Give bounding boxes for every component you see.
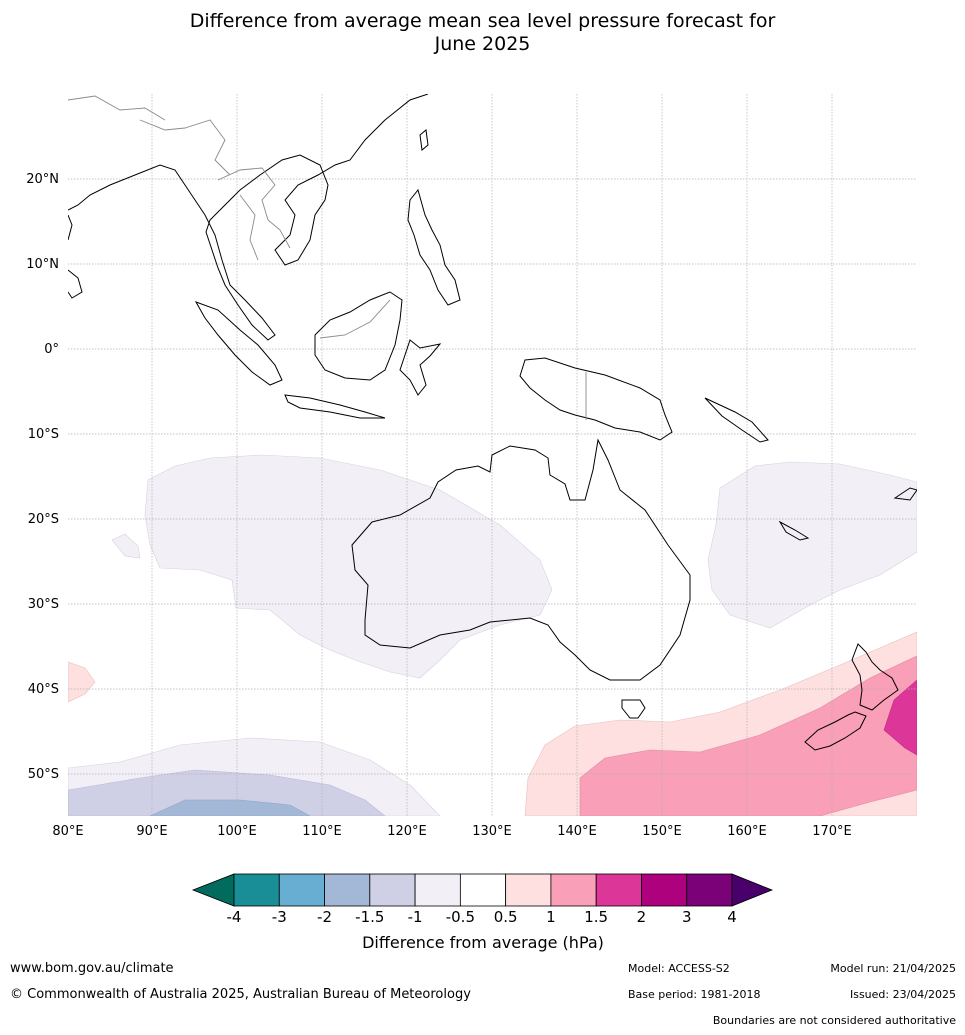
footer-disclaimer: Boundaries are not considered authoritat… bbox=[712, 1014, 956, 1027]
anomaly-positive-southeast-inner bbox=[883, 679, 917, 756]
colorbar-tick-label: 3 bbox=[682, 908, 692, 926]
lon-label-130e: 130°E bbox=[472, 824, 512, 839]
graticule bbox=[68, 94, 917, 816]
coast-taiwan bbox=[419, 129, 429, 151]
colorbar-swatch bbox=[459, 873, 507, 907]
lon-label-100e: 100°E bbox=[217, 824, 257, 839]
coast-australia bbox=[351, 438, 691, 681]
coast-india bbox=[68, 214, 73, 241]
coast-nz-south bbox=[804, 711, 867, 751]
anomaly-positive-west-edge bbox=[68, 661, 96, 703]
colorbar-tick-label: -1 bbox=[408, 908, 423, 926]
title-line-1: Difference from average mean sea level p… bbox=[189, 10, 776, 32]
lat-label-10s: 10°S bbox=[28, 427, 59, 442]
footer-issued: Issued: 23/04/2025 bbox=[849, 988, 956, 1001]
longitude-labels: 80°E 90°E 100°E 110°E 120°E 130°E 140°E … bbox=[52, 824, 851, 839]
footer-url[interactable]: www.bom.gov.au/climate bbox=[10, 961, 174, 976]
coast-sumatra bbox=[194, 301, 283, 386]
footer-copyright: © Commonwealth of Australia 2025, Austra… bbox=[10, 987, 471, 1002]
border-china bbox=[68, 95, 166, 121]
colorbar-tick-label: -1.5 bbox=[355, 908, 384, 926]
anomaly-negative-islet bbox=[111, 533, 141, 559]
colorbar-swatch bbox=[550, 873, 597, 907]
colorbar-tick-label: -0.5 bbox=[446, 908, 475, 926]
footer-model: Model: ACCESS-S2 bbox=[628, 962, 730, 975]
colorbar-swatch bbox=[278, 873, 325, 907]
lat-label-40s: 40°S bbox=[28, 682, 59, 697]
lon-label-90e: 90°E bbox=[136, 824, 167, 839]
border-indochina bbox=[217, 167, 291, 249]
lon-label-120e: 120°E bbox=[387, 824, 427, 839]
coast-new-caledonia bbox=[778, 520, 810, 541]
anomaly-positive-southeast-mid bbox=[579, 655, 917, 816]
coast-sri-lanka bbox=[68, 269, 83, 299]
border-borneo bbox=[319, 299, 391, 339]
lat-label-50s: 50°S bbox=[28, 767, 59, 782]
lon-label-170e: 170°E bbox=[812, 824, 852, 839]
colorbar-tick-label: -4 bbox=[227, 908, 242, 926]
latitude-labels: 20°N 10°N 0° 10°S 20°S 30°S 40°S 50°S bbox=[26, 172, 59, 782]
colorbar-title: Difference from average (hPa) bbox=[362, 933, 604, 952]
coast-philippines bbox=[407, 188, 461, 306]
colorbar-tick-label: -3 bbox=[272, 908, 287, 926]
coast-sulawesi bbox=[399, 339, 442, 396]
anomaly-negative-east bbox=[707, 461, 917, 629]
colorbar-tick-label: 1.5 bbox=[584, 908, 608, 926]
colorbar-tick-label: 4 bbox=[727, 908, 737, 926]
lon-label-110e: 110°E bbox=[302, 824, 342, 839]
coast-nz-north bbox=[851, 643, 899, 711]
lat-label-10n: 10°N bbox=[26, 257, 59, 272]
colorbar-tick-label: -2 bbox=[317, 908, 332, 926]
colorbar-swatch bbox=[233, 873, 280, 907]
lat-label-0: 0° bbox=[44, 342, 59, 357]
colorbar-under-arrow bbox=[191, 873, 235, 907]
colorbar-swatch bbox=[324, 873, 371, 907]
lon-label-160e: 160°E bbox=[727, 824, 767, 839]
lat-label-20s: 20°S bbox=[28, 512, 59, 527]
border-myanmar bbox=[139, 119, 231, 176]
colorbar-tick-label: 2 bbox=[637, 908, 647, 926]
border-thailand bbox=[239, 194, 259, 261]
colorbar-swatch bbox=[414, 873, 461, 907]
coast-solomons bbox=[704, 397, 769, 443]
colorbar-tick-labels: -4 -3 -2 -1.5 -1 -0.5 0.5 1 1.5 2 3 4 bbox=[227, 908, 737, 926]
colorbar-swatch bbox=[641, 873, 688, 907]
anomaly-negative-southwest-inner bbox=[149, 799, 311, 816]
anomaly-negative-west bbox=[144, 454, 553, 679]
footer-base-period: Base period: 1981-2018 bbox=[628, 988, 761, 1001]
anomaly-fills bbox=[68, 454, 917, 816]
colorbar-tick-label: 0.5 bbox=[494, 908, 518, 926]
country-borders bbox=[68, 95, 587, 420]
lat-label-30s: 30°S bbox=[28, 597, 59, 612]
map-title: Difference from average mean sea level p… bbox=[0, 10, 965, 56]
colorbar-swatch bbox=[369, 873, 416, 907]
lat-label-20n: 20°N bbox=[26, 172, 59, 187]
colorbar-swatches bbox=[233, 873, 733, 907]
colorbar-over-arrow bbox=[731, 873, 774, 907]
coast-fiji bbox=[893, 487, 917, 501]
coast-java bbox=[284, 394, 386, 419]
coastlines bbox=[68, 94, 917, 751]
coast-new-guinea bbox=[519, 357, 673, 441]
footer-model-run: Model run: 21/04/2025 bbox=[830, 962, 956, 975]
coast-borneo bbox=[314, 291, 403, 381]
coast-tasmania bbox=[621, 699, 646, 719]
colorbar-tick-label: 1 bbox=[546, 908, 556, 926]
coast-mainland-asia bbox=[68, 94, 429, 341]
colorbar-swatch bbox=[595, 873, 642, 907]
colorbar-swatch bbox=[505, 873, 552, 907]
lon-label-80e: 80°E bbox=[52, 824, 83, 839]
lon-label-150e: 150°E bbox=[642, 824, 682, 839]
anomaly-negative-southwest-mid bbox=[68, 769, 386, 816]
title-line-2: June 2025 bbox=[434, 33, 531, 55]
colorbar: -4 -3 -2 -1.5 -1 -0.5 0.5 1 1.5 2 3 4 Difference fr… bbox=[191, 873, 774, 952]
colorbar-swatch bbox=[686, 873, 733, 907]
lon-label-140e: 140°E bbox=[557, 824, 597, 839]
